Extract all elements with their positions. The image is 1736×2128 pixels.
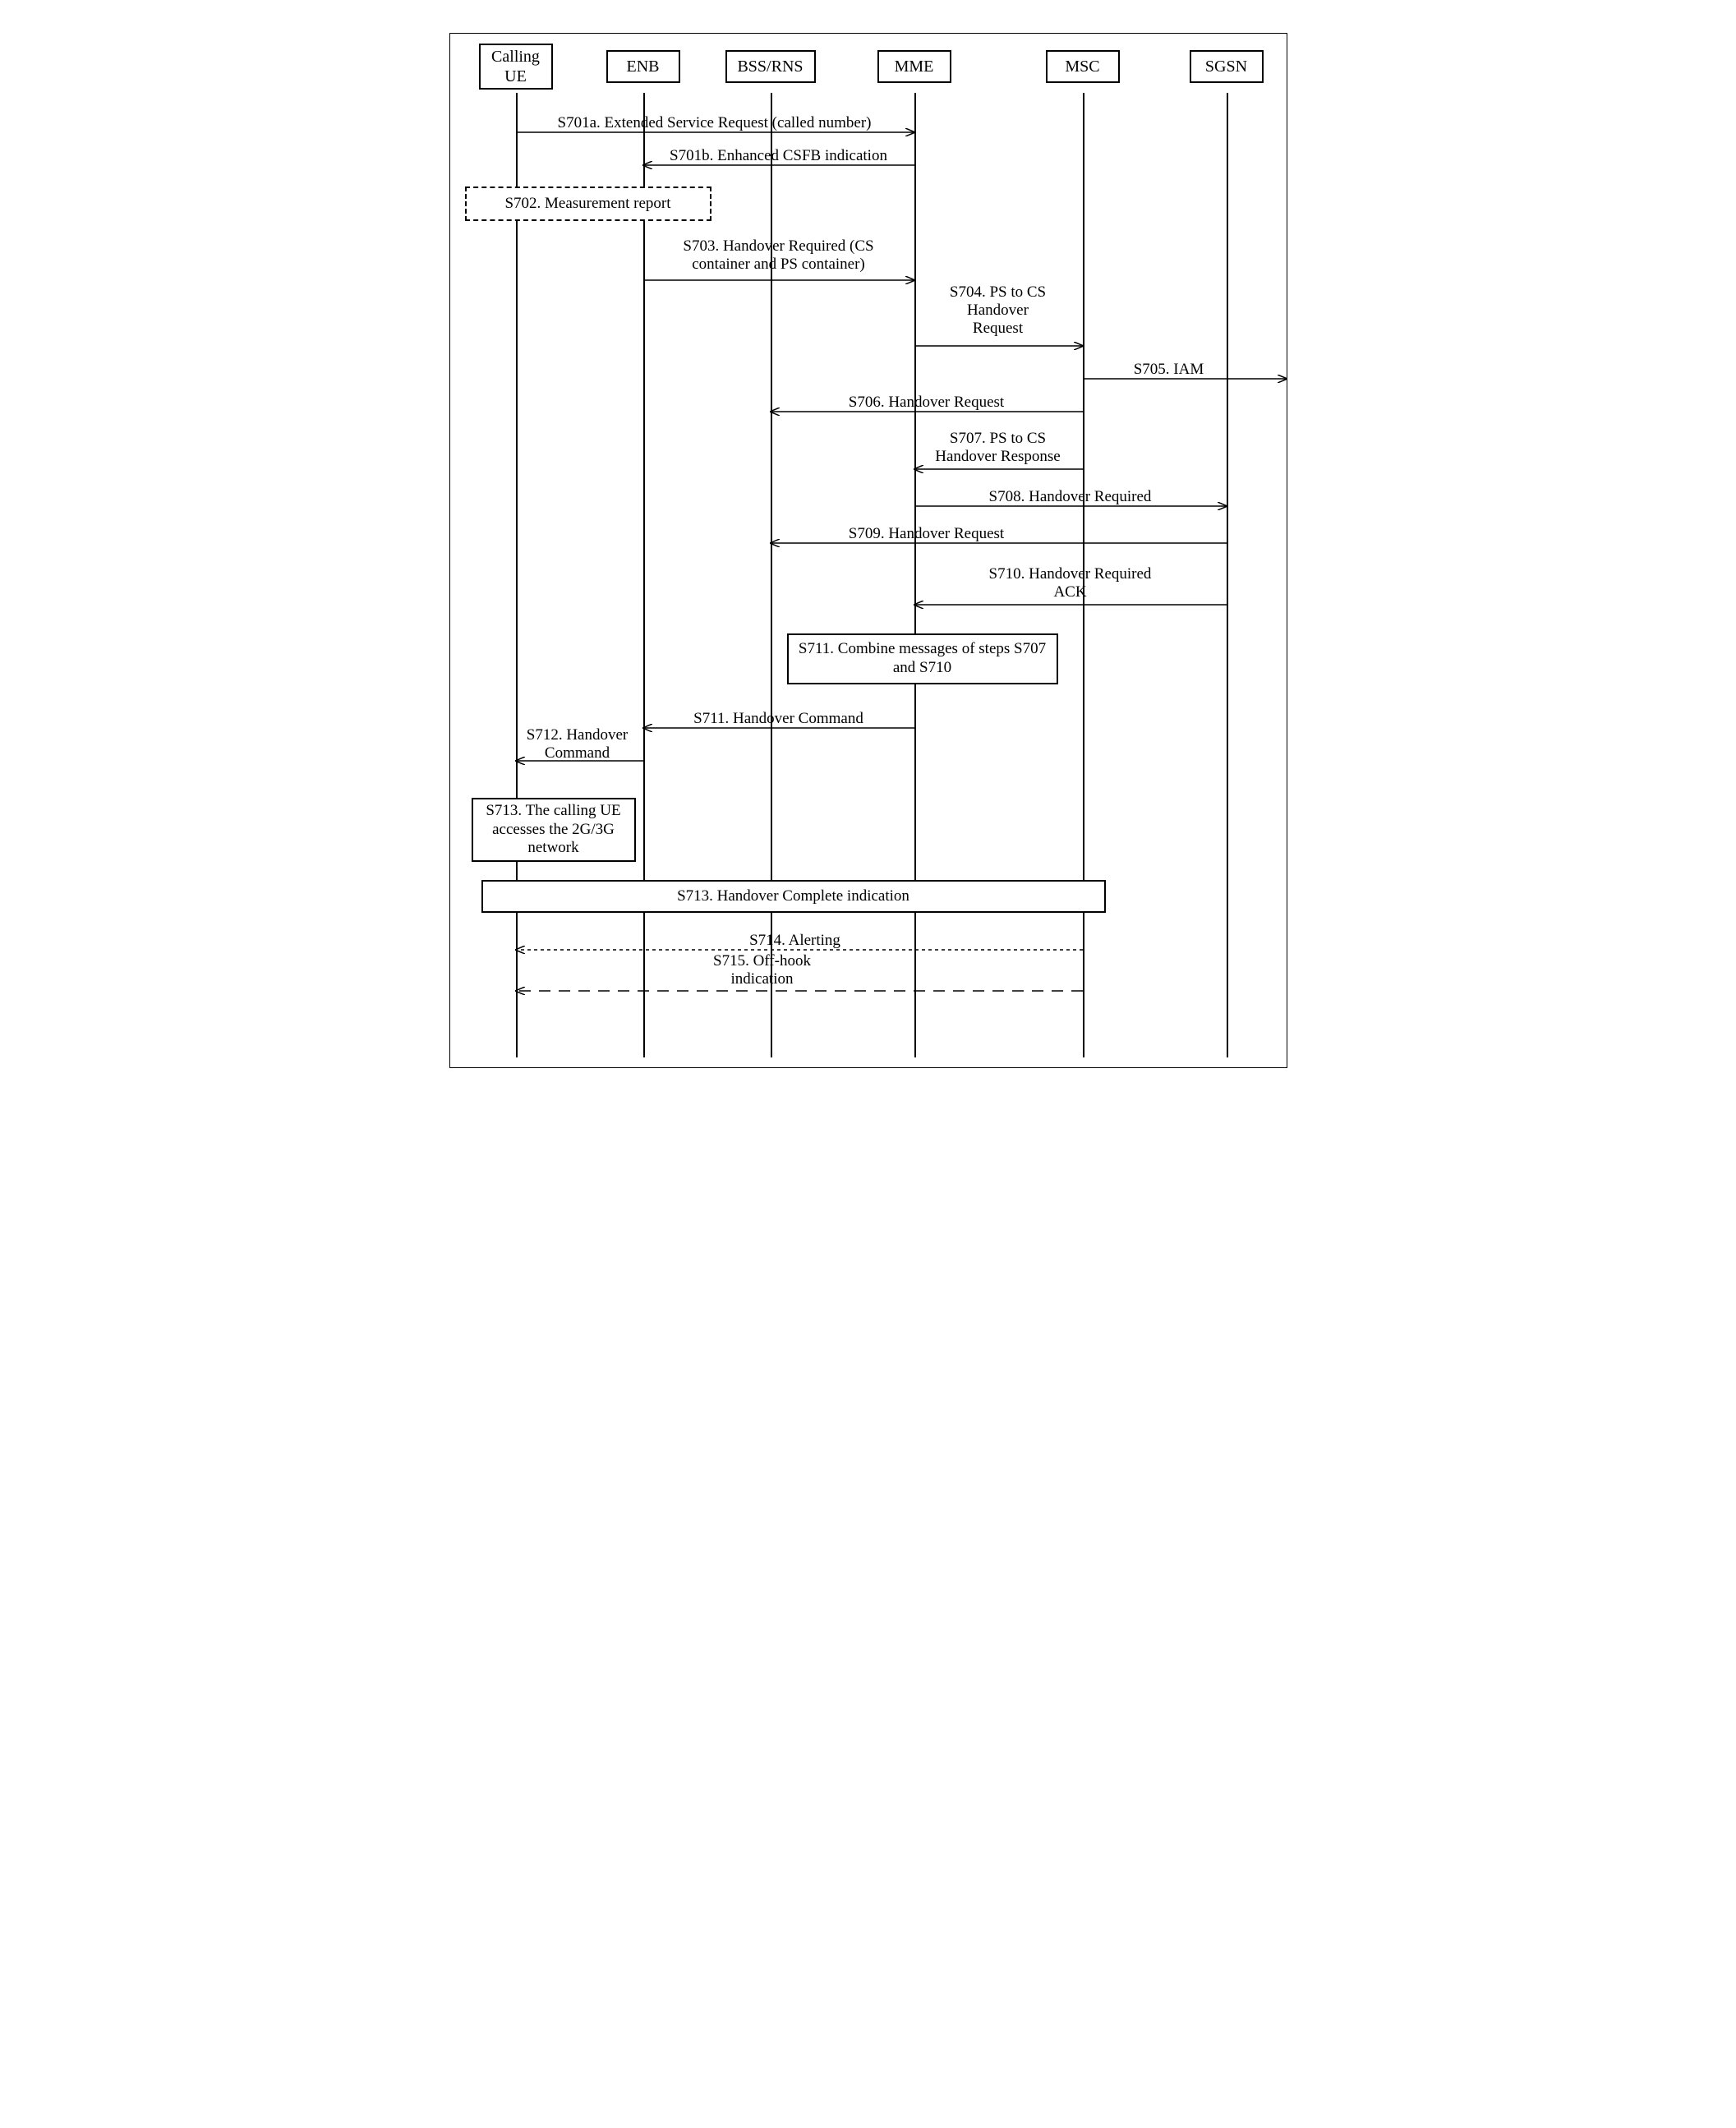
- actor-bss-rns: BSS/RNS: [725, 50, 816, 83]
- message-arrow: [914, 341, 1083, 351]
- message-label: S701b. Enhanced CSFB indication: [615, 147, 943, 165]
- sequence-diagram: Calling UE ENB BSS/RNS MME MSC SGSN S702…: [449, 33, 1287, 1068]
- box-ue-accesses-2g3g: S713. The calling UE accesses the 2G/3G …: [472, 798, 636, 862]
- message-arrow: [914, 600, 1227, 610]
- box-handover-complete: S713. Handover Complete indication: [481, 880, 1106, 913]
- box-label: S713. Handover Complete indication: [677, 887, 909, 906]
- actor-label: ENB: [627, 57, 660, 76]
- message-label: S712. Handover Command: [413, 726, 742, 762]
- message-label: S707. PS to CS Handover Response: [834, 430, 1163, 466]
- message-label: S709. Handover Request: [762, 525, 1091, 543]
- actor-label: MSC: [1065, 57, 1099, 76]
- actor-msc: MSC: [1046, 50, 1120, 83]
- message-label: S714. Alerting: [631, 932, 960, 950]
- message-label: S710. Handover Required ACK: [906, 565, 1235, 601]
- message-label: S701a. Extended Service Request (called …: [550, 114, 879, 132]
- message-label: S715. Off-hook indication: [598, 952, 927, 988]
- actor-label: Calling UE: [489, 47, 543, 86]
- actor-sgsn: SGSN: [1190, 50, 1264, 83]
- message-label: S705. IAM: [1005, 361, 1333, 379]
- actor-mme: MME: [877, 50, 951, 83]
- box-label: S711. Combine messages of steps S707 and…: [795, 640, 1050, 678]
- actor-label: MME: [895, 57, 934, 76]
- box-label: S713. The calling UE accesses the 2G/3G …: [480, 802, 628, 858]
- message-label: S706. Handover Request: [762, 394, 1091, 412]
- message-arrow: [914, 464, 1083, 474]
- actor-label: BSS/RNS: [737, 57, 803, 76]
- box-combine-messages: S711. Combine messages of steps S707 and…: [787, 633, 1058, 684]
- actor-label: SGSN: [1205, 57, 1247, 76]
- box-label: S702. Measurement report: [504, 195, 670, 213]
- actor-enb: ENB: [606, 50, 680, 83]
- message-label: S704. PS to CS Handover Request: [834, 283, 1163, 338]
- message-label: S711. Handover Command: [615, 710, 943, 728]
- actor-calling-ue: Calling UE: [479, 44, 553, 90]
- message-label: S708. Handover Required: [906, 488, 1235, 506]
- box-measurement-report: S702. Measurement report: [465, 187, 711, 221]
- message-label: S703. Handover Required (CS container an…: [615, 237, 943, 274]
